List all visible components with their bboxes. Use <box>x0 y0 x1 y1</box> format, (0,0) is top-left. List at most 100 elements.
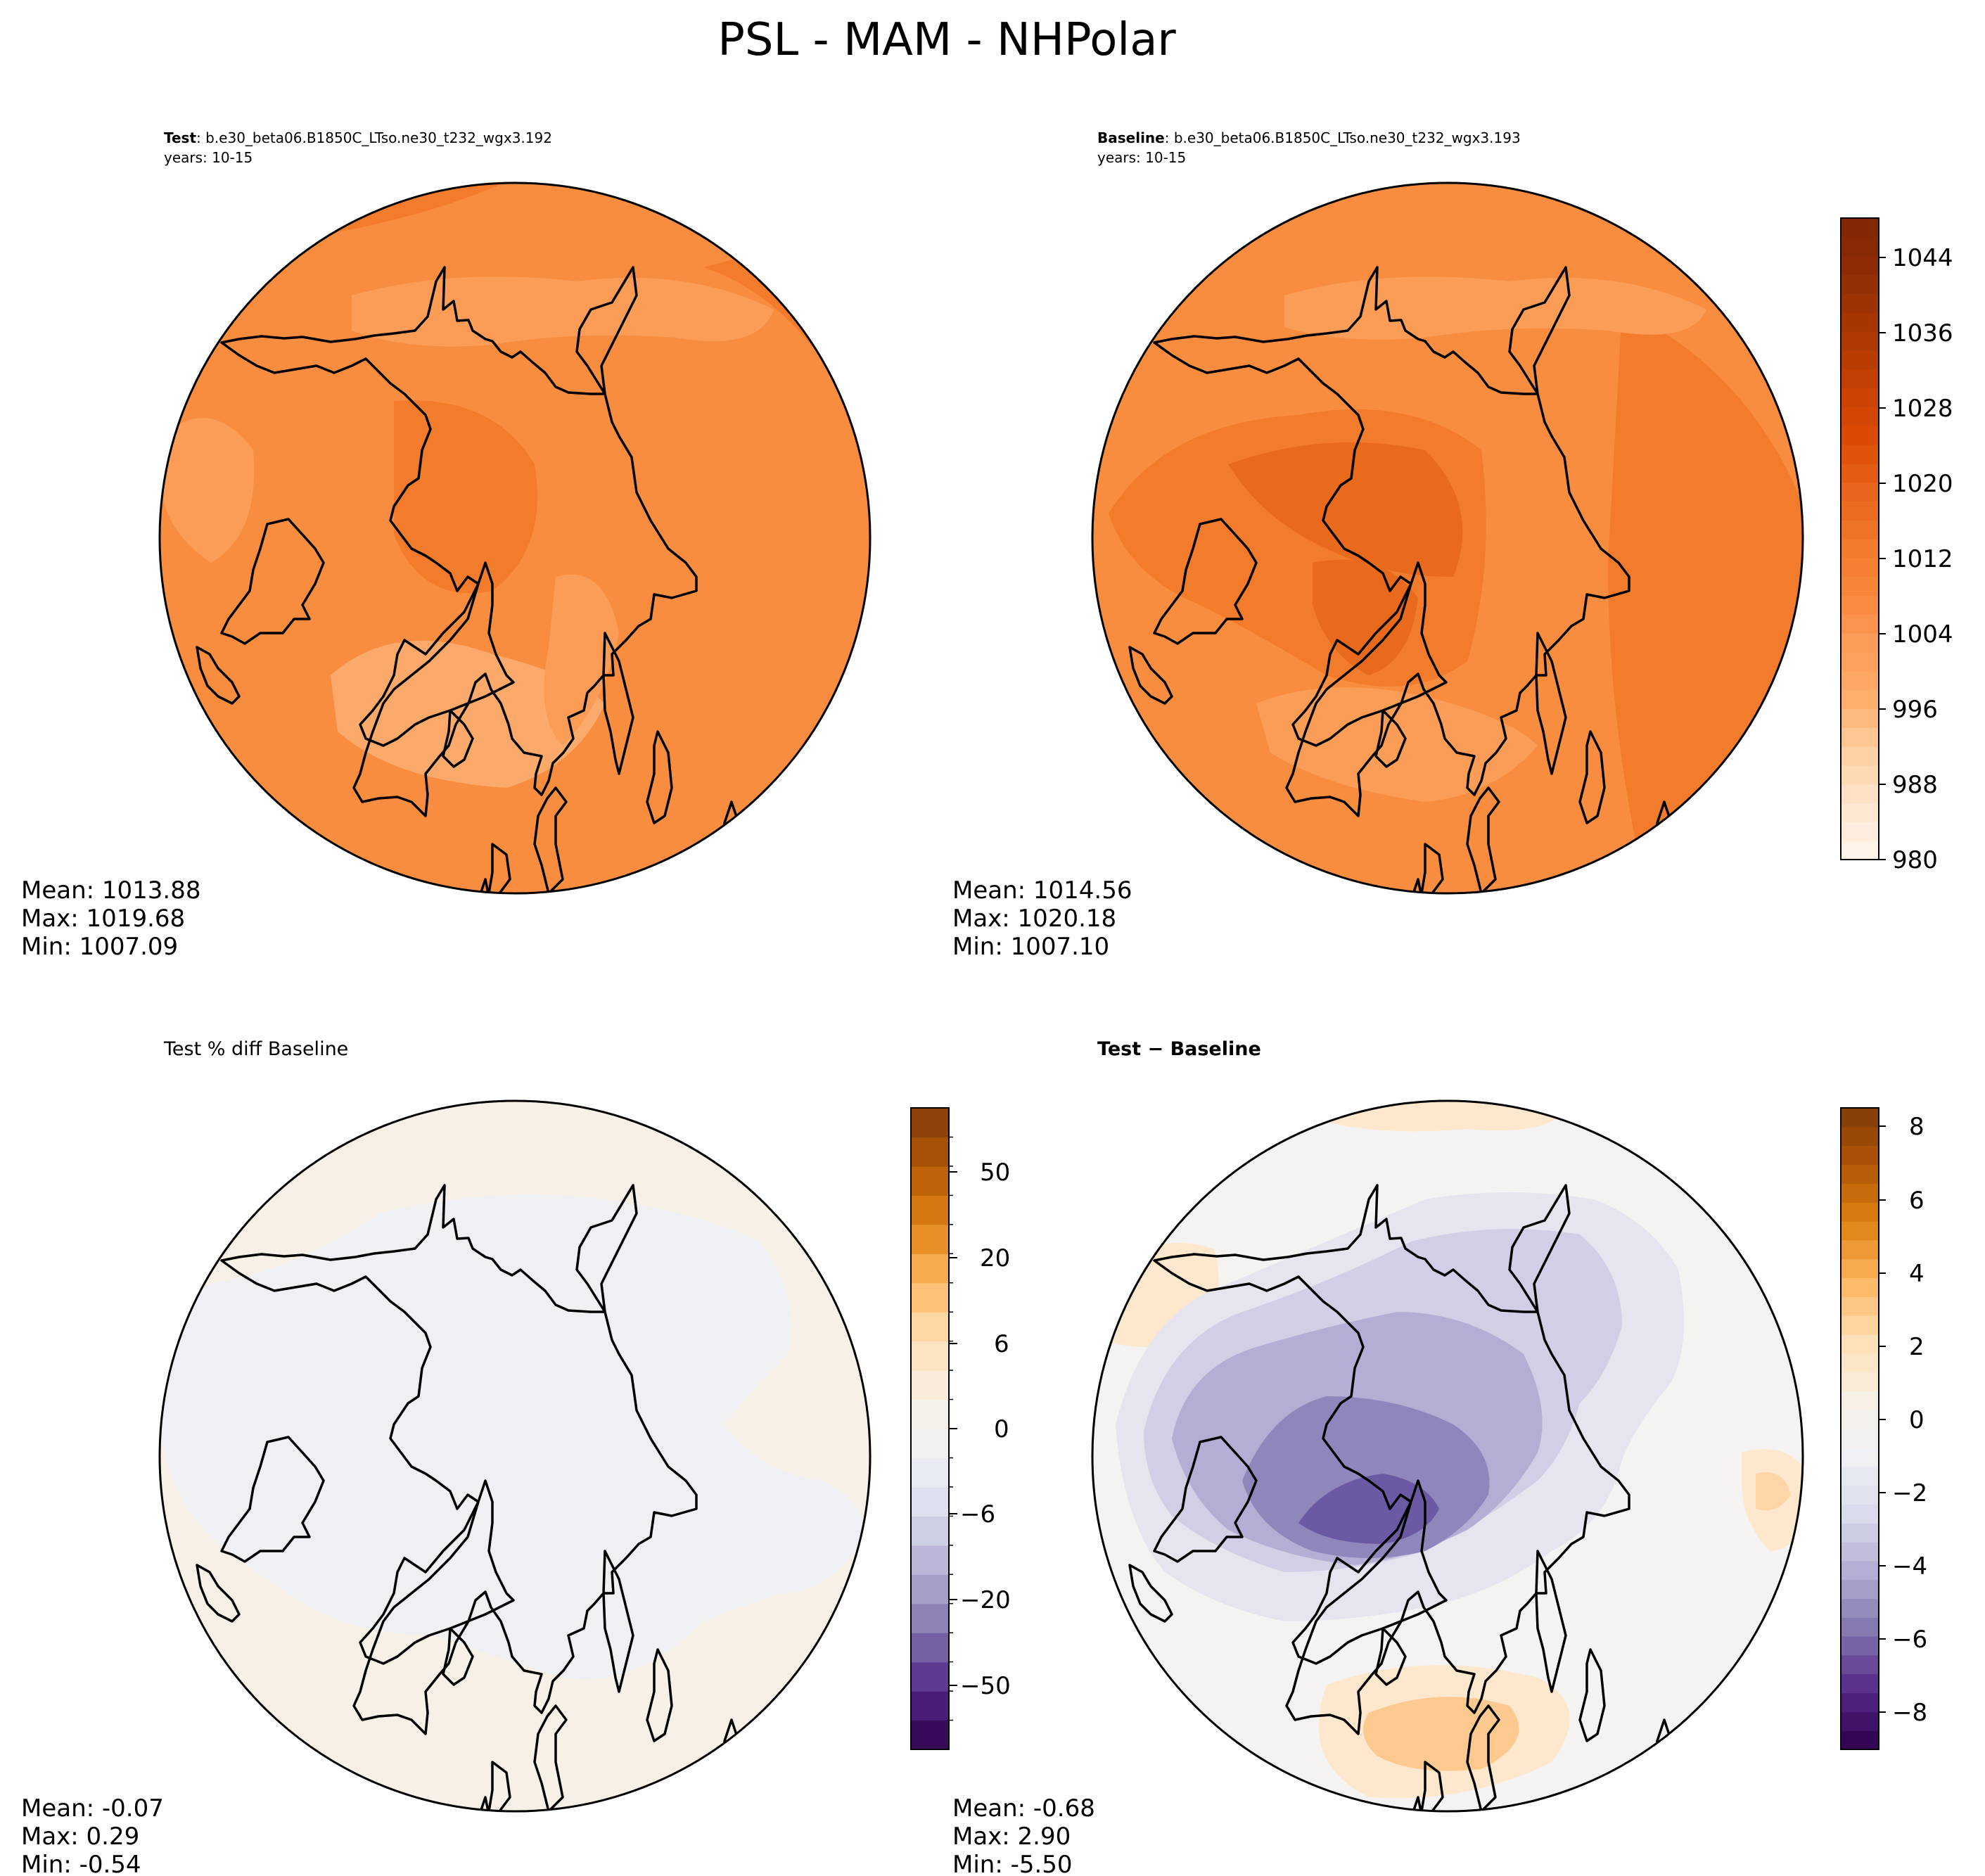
cb-diff-swatch <box>1841 1636 1879 1656</box>
cb-pct-swatch <box>911 1516 949 1546</box>
cb-abs-swatch <box>1841 388 1879 407</box>
cb-diff-swatch <box>1841 1692 1879 1712</box>
cb-diff-swatch <box>1841 1410 1879 1429</box>
cb-abs-swatch <box>1841 274 1879 294</box>
cb-pct-swatch <box>911 1282 949 1313</box>
colorbar-absolute-frame <box>1840 217 1879 860</box>
cb-pct-swatch <box>911 1370 949 1400</box>
cb-abs-tick-1044: 1044 <box>1892 244 1953 272</box>
cb-pct-swatch <box>911 1429 949 1459</box>
cb-abs-swatch <box>1841 501 1879 521</box>
cb-diff-swatch <box>1841 1145 1879 1166</box>
cb-abs-swatch <box>1841 822 1879 841</box>
colorbar-absolute-swatches <box>1841 218 1879 860</box>
cb-diff-swatch <box>1841 1523 1879 1543</box>
colorbar-diff-frame <box>1840 1107 1879 1750</box>
cb-pct-tick-20: 20 <box>980 1244 1010 1272</box>
panel-diff-title-baseline: Baseline <box>1170 1038 1261 1060</box>
cb-diff-swatch <box>1841 1296 1879 1316</box>
contour-diff-pos-east-core <box>1756 1472 1791 1511</box>
cb-pct-swatch <box>911 1137 949 1167</box>
stat-test-max: Max: 1019.68 <box>21 905 185 933</box>
colorbar-diff-swatches <box>1841 1108 1879 1750</box>
cb-abs-swatch <box>1841 520 1879 540</box>
contour-pct-neg-region <box>160 1194 865 1680</box>
cb-abs-swatch <box>1841 255 1879 276</box>
cb-abs-swatch <box>1841 557 1879 578</box>
colorbar-pct-diff-minor-ticks <box>949 1136 953 1721</box>
map-test <box>160 183 870 893</box>
contour-test-high-center <box>394 400 537 594</box>
stats-diff: Mean: -0.68 Max: 2.90 Min: -5.50 <box>952 1794 1095 1876</box>
cb-abs-swatch <box>1841 595 1879 615</box>
contour-baseline-low-atlantic <box>1256 687 1538 802</box>
cb-abs-swatch <box>1841 426 1879 445</box>
cb-diff-swatch <box>1841 1617 1879 1637</box>
cb-abs-swatch <box>1841 746 1879 766</box>
cb-diff-swatch <box>1841 1315 1879 1335</box>
panel-baseline-years: years: 10-15 <box>1097 149 1186 166</box>
cb-abs-swatch <box>1841 765 1879 785</box>
cb-abs-swatch <box>1841 614 1879 634</box>
cb-abs-swatch <box>1841 482 1879 502</box>
cb-abs-tick-1004: 1004 <box>1892 620 1953 649</box>
cb-pct-swatch <box>911 1195 949 1225</box>
cb-diff-swatch <box>1841 1560 1879 1581</box>
cb-pct-swatch <box>911 1166 949 1196</box>
cb-abs-tick-996: 996 <box>1892 696 1938 724</box>
cb-diff-swatch <box>1841 1239 1879 1260</box>
cb-pct-swatch <box>911 1603 949 1633</box>
cb-abs-swatch <box>1841 633 1879 653</box>
cb-pct-tick-50: 50 <box>980 1159 1010 1187</box>
cb-pct-swatch <box>911 1691 949 1721</box>
panel-test: Test: b.e30_beta06.B1850C_LTso.ne30_t232… <box>21 129 872 961</box>
cb-abs-tick-1036: 1036 <box>1892 319 1953 347</box>
cb-pct-swatch <box>911 1108 949 1138</box>
cb-diff-swatch <box>1841 1466 1879 1486</box>
cb-abs-swatch <box>1841 218 1879 238</box>
map-pct-diff <box>160 1101 870 1811</box>
cb-abs-tick-1012: 1012 <box>1892 545 1953 573</box>
contour-diff-pos-north <box>1327 1101 1566 1132</box>
cb-abs-swatch <box>1841 784 1879 804</box>
cb-pct-tick-neg6: −6 <box>960 1500 995 1529</box>
cb-abs-swatch <box>1841 670 1879 691</box>
contour-test-low-north <box>352 276 774 347</box>
cb-diff-swatch <box>1841 1391 1879 1410</box>
cb-abs-tick-1020: 1020 <box>1892 470 1953 498</box>
cb-pct-tick-neg50: −50 <box>960 1672 1011 1700</box>
stat-diff-mean: Mean: -0.68 <box>952 1794 1095 1823</box>
panel-test-years: years: 10-15 <box>164 149 253 166</box>
panel-test-label: Test <box>164 129 196 146</box>
cb-abs-swatch <box>1841 576 1879 596</box>
cb-diff-swatch <box>1841 1447 1879 1467</box>
panel-diff-title-sep: − <box>1141 1038 1170 1060</box>
colorbar-pct-diff: 50 20 6 0 −6 −20 −50 <box>910 1107 1011 1750</box>
cb-pct-swatch <box>911 1633 949 1663</box>
cb-pct-swatch <box>911 1661 949 1692</box>
cb-abs-swatch <box>1841 444 1879 464</box>
map-baseline <box>1092 183 1803 893</box>
stat-baseline-max: Max: 1020.18 <box>952 905 1116 933</box>
cb-abs-swatch <box>1841 312 1879 332</box>
map-diff <box>1092 1101 1803 1811</box>
stat-baseline-mean: Mean: 1014.56 <box>952 876 1132 905</box>
cb-diff-swatch <box>1841 1673 1879 1694</box>
stat-diff-min: Min: -5.50 <box>952 1851 1073 1876</box>
cb-pct-swatch <box>911 1545 949 1575</box>
cb-abs-swatch <box>1841 463 1879 483</box>
cb-abs-swatch <box>1841 539 1879 559</box>
cb-abs-swatch <box>1841 369 1879 389</box>
cb-abs-swatch <box>1841 236 1879 257</box>
panel-test-header: Test: b.e30_beta06.B1850C_LTso.ne30_t232… <box>164 129 552 146</box>
stat-diff-max: Max: 2.90 <box>952 1823 1071 1851</box>
contour-baseline-peak-canada <box>1228 442 1463 577</box>
map-border-pct-diff <box>158 1099 872 1813</box>
contour-diff-pos-europe-core <box>1363 1697 1519 1771</box>
cb-abs-swatch <box>1841 841 1879 860</box>
cb-diff-swatch <box>1841 1220 1879 1241</box>
cb-pct-swatch <box>911 1224 949 1254</box>
cb-diff-swatch <box>1841 1202 1879 1222</box>
cb-diff-tick-neg6: −6 <box>1892 1626 1927 1654</box>
cb-diff-swatch <box>1841 1334 1879 1354</box>
